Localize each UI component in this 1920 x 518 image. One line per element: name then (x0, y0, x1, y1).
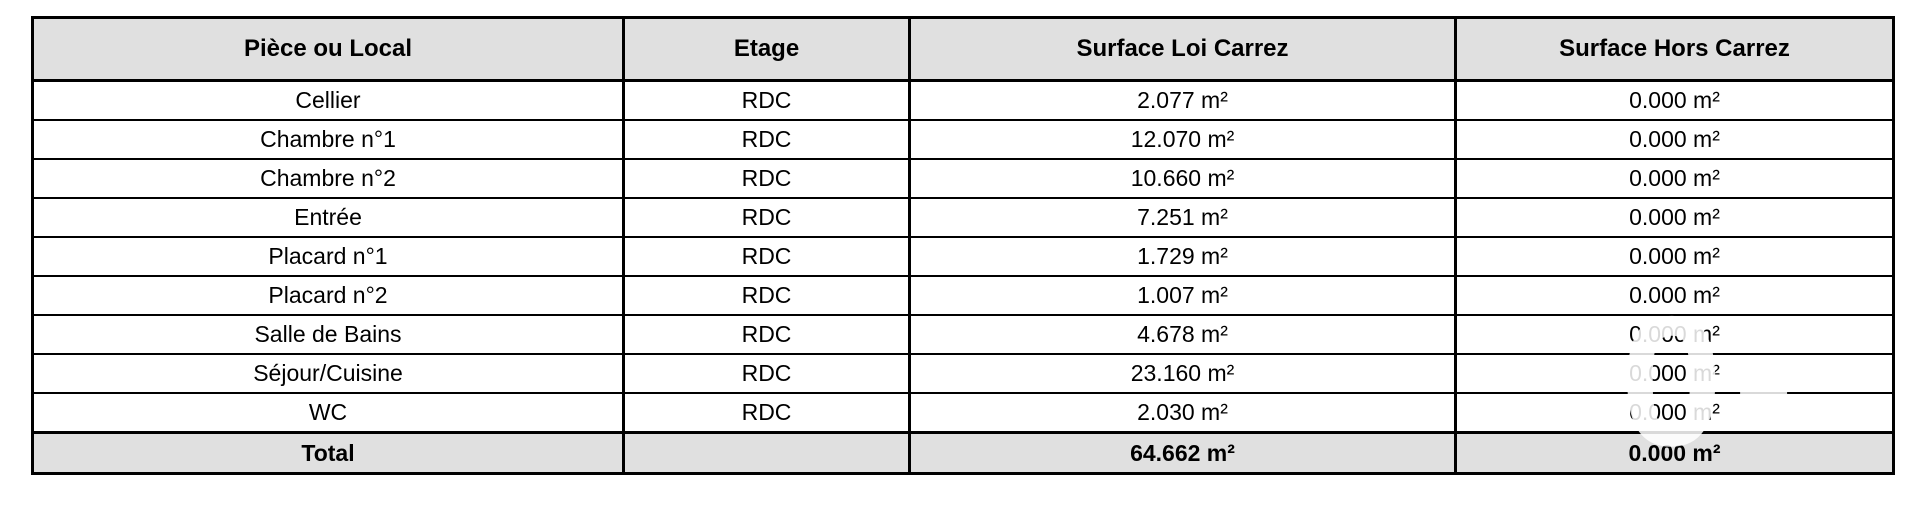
cell-etage: RDC (622, 197, 911, 238)
total-label: Total (31, 431, 625, 475)
cell-etage: RDC (622, 79, 911, 121)
surface-carrez-table: Pièce ou Local Etage Surface Loi Carrez … (31, 16, 1895, 475)
header-piece-ou-local: Pièce ou Local (31, 16, 625, 82)
table-total-row: Total 64.662 m² 0.000 m² (31, 431, 1895, 475)
cell-piece: Chambre n°2 (31, 158, 625, 199)
cell-surface-hors-carrez: 0.000 m² (1454, 158, 1895, 199)
table-row: Entrée RDC 7.251 m² 0.000 m² (31, 197, 1895, 238)
cell-surface-loi-carrez: 4.678 m² (908, 314, 1457, 355)
total-surface-hors-carrez: 0.000 m² (1454, 431, 1895, 475)
cell-etage: RDC (622, 392, 911, 434)
table-row: Placard n°1 RDC 1.729 m² 0.000 m² (31, 236, 1895, 277)
cell-surface-loi-carrez: 2.077 m² (908, 79, 1457, 121)
cell-surface-loi-carrez: 7.251 m² (908, 197, 1457, 238)
cell-piece: Séjour/Cuisine (31, 353, 625, 394)
cell-surface-loi-carrez: 2.030 m² (908, 392, 1457, 434)
cell-etage: RDC (622, 119, 911, 160)
cell-surface-hors-carrez: 0.000 m² (1454, 314, 1895, 355)
cell-etage: RDC (622, 236, 911, 277)
cell-piece: WC (31, 392, 625, 434)
table-row: Placard n°2 RDC 1.007 m² 0.000 m² (31, 275, 1895, 316)
cell-etage: RDC (622, 314, 911, 355)
cell-surface-hors-carrez: 0.000 m² (1454, 236, 1895, 277)
cell-surface-loi-carrez: 1.007 m² (908, 275, 1457, 316)
cell-surface-hors-carrez: 0.000 m² (1454, 392, 1895, 434)
cell-etage: RDC (622, 158, 911, 199)
header-surface-hors-carrez: Surface Hors Carrez (1454, 16, 1895, 82)
cell-surface-loi-carrez: 23.160 m² (908, 353, 1457, 394)
cell-surface-hors-carrez: 0.000 m² (1454, 79, 1895, 121)
total-surface-loi-carrez: 64.662 m² (908, 431, 1457, 475)
cell-piece: Placard n°2 (31, 275, 625, 316)
cell-surface-loi-carrez: 12.070 m² (908, 119, 1457, 160)
table-row: Cellier RDC 2.077 m² 0.000 m² (31, 79, 1895, 121)
table-row: Salle de Bains RDC 4.678 m² 0.000 m² (31, 314, 1895, 355)
cell-etage: RDC (622, 353, 911, 394)
cell-surface-loi-carrez: 10.660 m² (908, 158, 1457, 199)
cell-surface-hors-carrez: 0.000 m² (1454, 119, 1895, 160)
table-row: Chambre n°1 RDC 12.070 m² 0.000 m² (31, 119, 1895, 160)
cell-surface-loi-carrez: 1.729 m² (908, 236, 1457, 277)
header-etage: Etage (622, 16, 911, 82)
header-surface-loi-carrez: Surface Loi Carrez (908, 16, 1457, 82)
table-header-row: Pièce ou Local Etage Surface Loi Carrez … (31, 16, 1895, 82)
cell-piece: Salle de Bains (31, 314, 625, 355)
total-etage (622, 431, 911, 475)
cell-surface-hors-carrez: 0.000 m² (1454, 197, 1895, 238)
cell-piece: Cellier (31, 79, 625, 121)
cell-etage: RDC (622, 275, 911, 316)
cell-piece: Chambre n°1 (31, 119, 625, 160)
cell-piece: Placard n°1 (31, 236, 625, 277)
cell-surface-hors-carrez: 0.000 m² (1454, 353, 1895, 394)
table-row: Chambre n°2 RDC 10.660 m² 0.000 m² (31, 158, 1895, 199)
cell-piece: Entrée (31, 197, 625, 238)
cell-surface-hors-carrez: 0.000 m² (1454, 275, 1895, 316)
table-row: WC RDC 2.030 m² 0.000 m² (31, 392, 1895, 434)
table-row: Séjour/Cuisine RDC 23.160 m² 0.000 m² (31, 353, 1895, 394)
